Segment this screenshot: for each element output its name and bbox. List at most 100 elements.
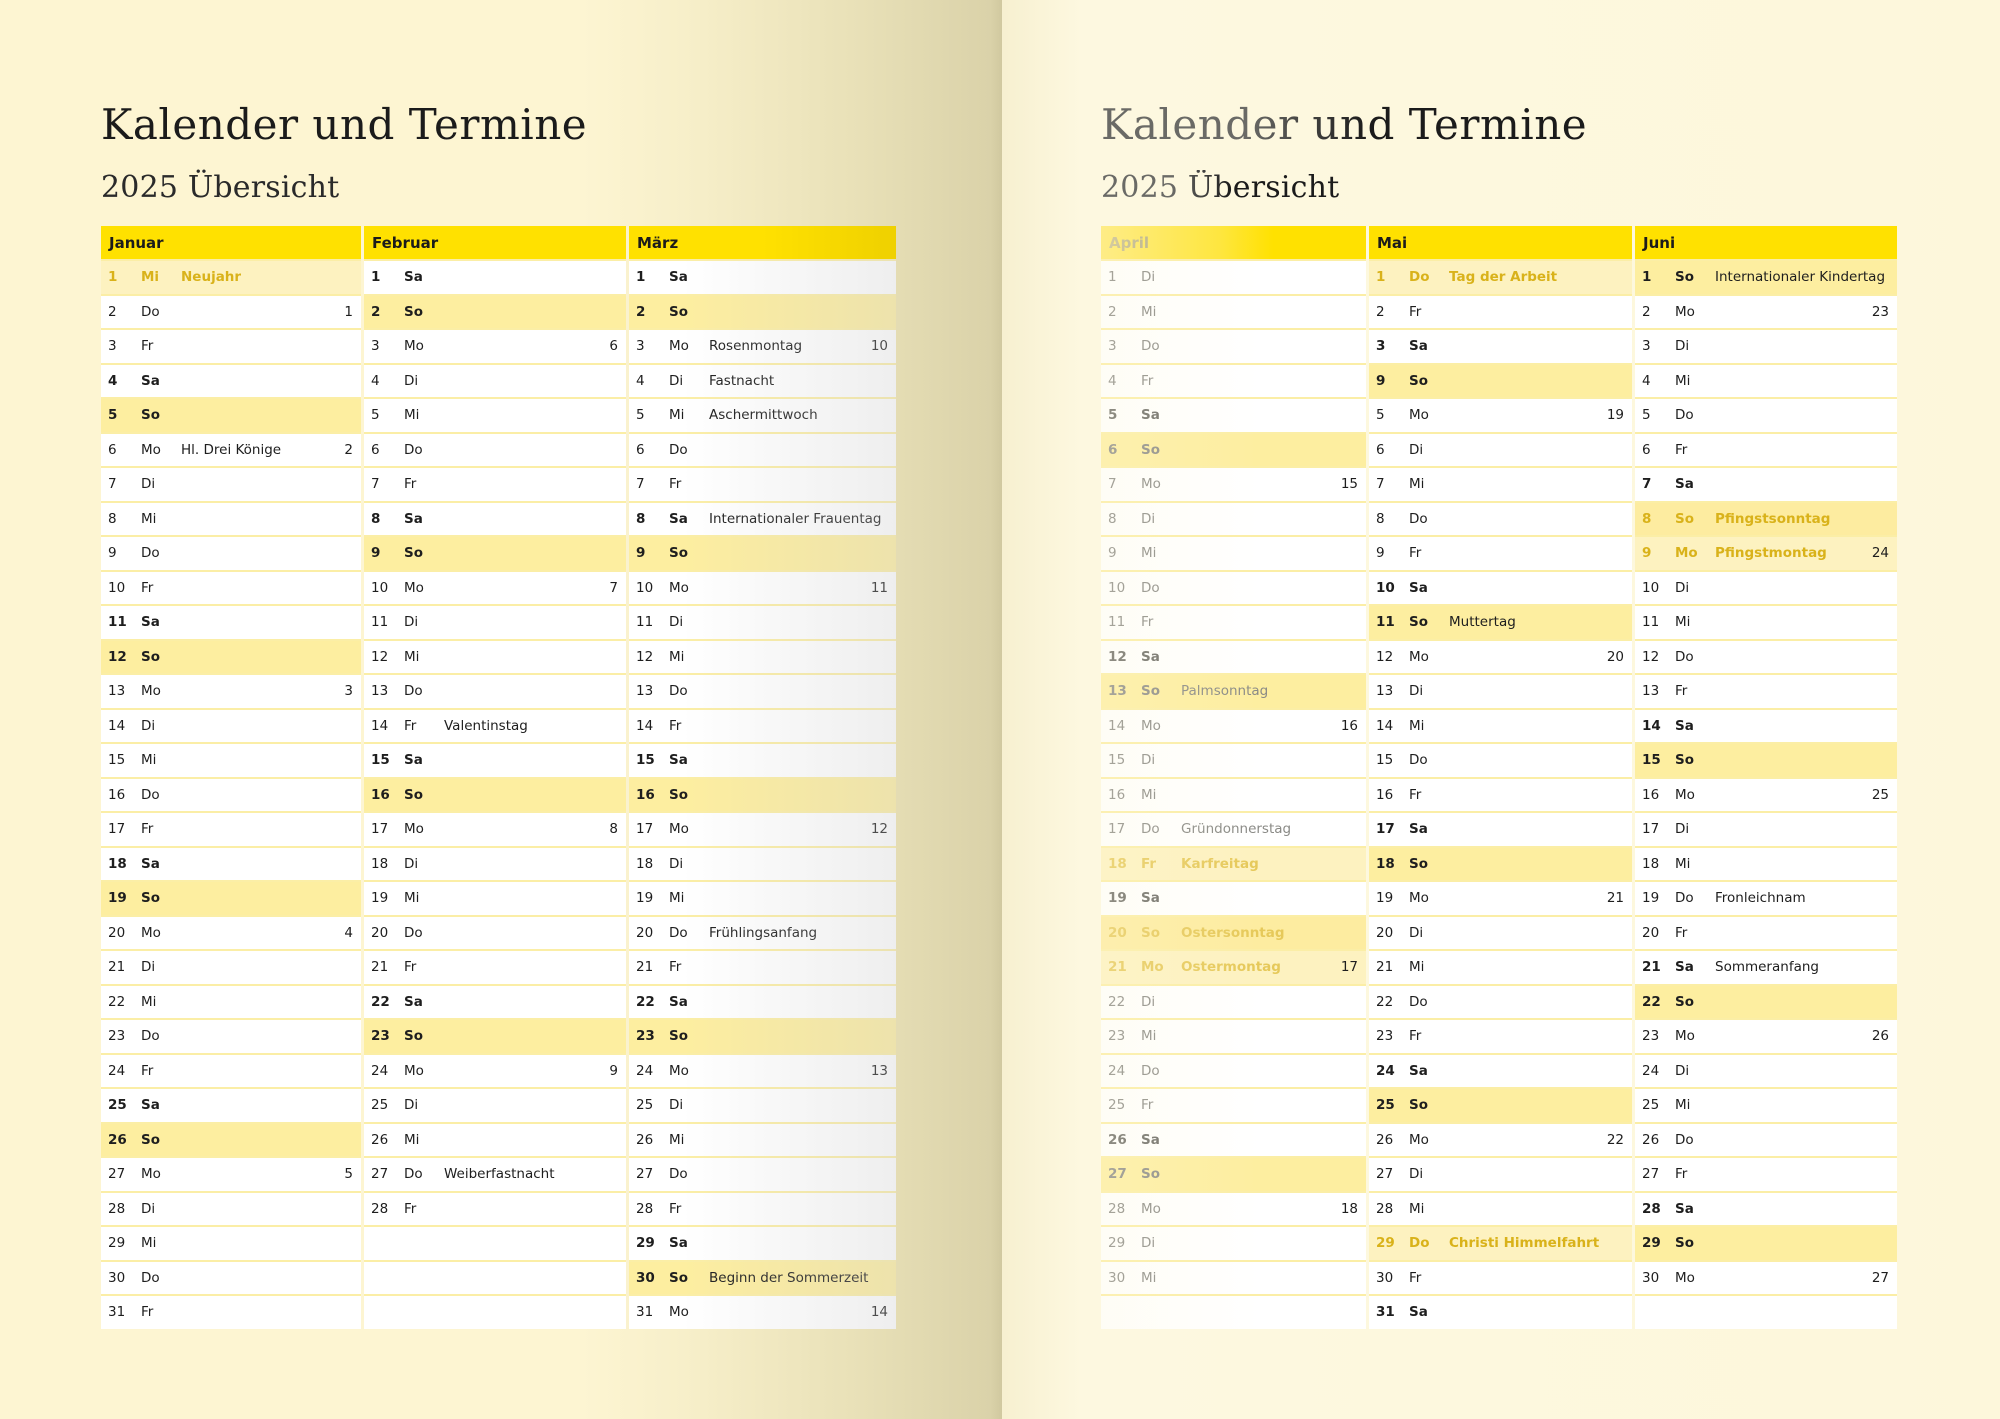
day-row: 26 Mo 22 — [1369, 1121, 1632, 1156]
day-number: 27 — [1642, 1166, 1660, 1182]
day-number: 30 — [108, 1269, 126, 1286]
month-column: April 1 Di 2 Mi 3 Do 4 Fr 5 Sa 6 So 7 Mo 15 8 Di 9 Mi 10 Do 11… — [1101, 226, 1366, 1329]
weekday: Mo — [1675, 545, 1698, 561]
weekday: Fr — [141, 579, 154, 596]
day-number: 29 — [636, 1235, 655, 1251]
weekday: Di — [669, 614, 684, 630]
weekday: Sa — [669, 993, 688, 1010]
weekday: Mo — [1141, 1200, 1161, 1217]
day-row: 11 Mi — [1635, 604, 1897, 639]
weekday: Fr — [141, 338, 154, 354]
day-number: 14 — [108, 717, 126, 734]
day-row: 4 Mi — [1635, 362, 1897, 397]
weekday: Sa — [404, 993, 423, 1010]
day-number: 22 — [108, 993, 126, 1010]
day-row: 25 Di — [364, 1087, 626, 1122]
day-number: 14 — [1376, 717, 1394, 734]
empty-day-row — [1635, 1294, 1897, 1329]
weekday: Mi — [141, 752, 157, 768]
weekday: So — [1409, 372, 1428, 389]
event-label: Beginn der Sommerzeit — [709, 1269, 869, 1286]
event-label: Ostersonntag — [1181, 924, 1285, 941]
day-number: 22 — [371, 993, 390, 1010]
day-number: 8 — [108, 510, 117, 527]
weekday: Fr — [1141, 855, 1157, 872]
day-row: 28 Mo 18 — [1101, 1190, 1366, 1225]
day-row: 25 Sa — [101, 1087, 361, 1122]
day-number: 4 — [636, 372, 645, 389]
day-number: 20 — [108, 924, 126, 941]
day-row: 16 Mo 25 — [1635, 776, 1897, 811]
day-row: 8 Do — [1369, 500, 1632, 535]
day-row: 18 Fr Karfreitag — [1101, 845, 1366, 880]
day-row: 5 So — [101, 397, 361, 432]
weekday: Di — [1675, 338, 1690, 354]
weekday: Mo — [669, 1062, 689, 1079]
weekday: Mi — [1675, 614, 1691, 630]
day-row: 2 So — [364, 293, 626, 328]
day-row: 11 So Muttertag — [1369, 604, 1632, 639]
day-row: 20 Di — [1369, 914, 1632, 949]
day-row: 6 So — [1101, 431, 1366, 466]
day-row: 9 So — [629, 535, 896, 570]
day-row: 4 Di — [364, 362, 626, 397]
weekday: Mo — [141, 1166, 161, 1182]
weekday: Sa — [1409, 1304, 1428, 1320]
day-number: 5 — [108, 407, 118, 423]
weekday: Mo — [404, 579, 424, 596]
day-row: 27 So — [1101, 1156, 1366, 1191]
day-row: 14 Mo 16 — [1101, 707, 1366, 742]
weekday: Fr — [1675, 441, 1688, 458]
weekday: Mi — [404, 407, 420, 423]
weekday: So — [141, 407, 160, 423]
weekday: Mo — [1141, 959, 1164, 975]
day-row: 10 Mo 11 — [629, 569, 896, 604]
day-row: 10 Mo 7 — [364, 569, 626, 604]
day-number: 30 — [1108, 1269, 1126, 1286]
weekday: Mo — [669, 338, 689, 354]
day-row: 25 Mi — [1635, 1087, 1897, 1122]
day-row: 10 Sa — [1369, 569, 1632, 604]
day-row: 18 Mi — [1635, 845, 1897, 880]
week-number: 4 — [344, 924, 353, 941]
page-subtitle: 2025 Übersicht — [1101, 170, 1340, 205]
day-row: 30 Mi — [1101, 1259, 1366, 1294]
day-number: 24 — [1108, 1062, 1126, 1079]
day-number: 3 — [636, 338, 645, 354]
day-row: 3 Do — [1101, 328, 1366, 363]
day-row: 6 Do — [629, 431, 896, 466]
weekday: Sa — [141, 372, 160, 389]
weekday: Do — [1675, 1131, 1694, 1148]
weekday: Do — [1675, 890, 1694, 906]
day-row: 12 Sa — [1101, 638, 1366, 673]
day-row: 30 Fr — [1369, 1259, 1632, 1294]
weekday: Sa — [669, 269, 688, 285]
week-number: 27 — [1871, 1269, 1889, 1286]
weekday: Sa — [1675, 959, 1694, 975]
day-row: 23 Mi — [1101, 1018, 1366, 1053]
weekday: Sa — [1409, 579, 1428, 596]
event-label: Neujahr — [181, 269, 242, 285]
day-number: 17 — [1642, 821, 1660, 837]
day-row: 22 Do — [1369, 983, 1632, 1018]
day-number: 13 — [1108, 683, 1127, 699]
weekday: Do — [141, 1028, 160, 1044]
event-label: Pfingstmontag — [1715, 545, 1827, 561]
day-number: 29 — [1108, 1235, 1126, 1251]
day-row: 31 Sa — [1369, 1294, 1632, 1329]
day-number: 18 — [1642, 855, 1660, 872]
day-row: 1 So Internationaler Kindertag — [1635, 259, 1897, 294]
weekday: So — [1675, 269, 1694, 285]
day-number: 20 — [371, 924, 389, 941]
event-label: Weiberfastnacht — [444, 1166, 555, 1182]
day-number: 2 — [1108, 303, 1117, 320]
day-number: 17 — [1376, 821, 1395, 837]
day-row: 26 Sa — [1101, 1121, 1366, 1156]
day-row: 13 Do — [364, 673, 626, 708]
weekday: Di — [1409, 924, 1424, 941]
day-row: 17 Do Gründonnerstag — [1101, 811, 1366, 846]
day-number: 9 — [1376, 545, 1385, 561]
day-number: 15 — [636, 752, 655, 768]
day-number: 7 — [1642, 476, 1652, 492]
weekday: Mi — [669, 407, 685, 423]
